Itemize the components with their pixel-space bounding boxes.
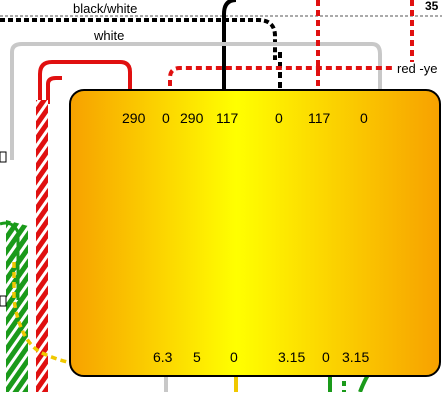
- top-pin-value: 290: [122, 110, 146, 126]
- black-wire: [222, 0, 237, 92]
- top-pin-value: 117: [216, 110, 239, 126]
- white-wire: [10, 42, 382, 160]
- terminal-square-1: [0, 151, 7, 163]
- top-pin-value: 0: [275, 110, 283, 126]
- component-body: [69, 89, 441, 377]
- red-dashed-wire: [168, 66, 394, 96]
- bottom-pin-value: 5: [193, 349, 201, 365]
- red-wire-2: [46, 76, 62, 104]
- green-wire-curl: [0, 221, 20, 300]
- green-harness: [6, 220, 28, 392]
- terminal-square-2: [0, 295, 7, 307]
- bottom-pin-value: 3.15: [278, 349, 306, 365]
- top-pin-value: 117: [308, 110, 331, 126]
- bottom-pin-value: 0: [322, 349, 330, 365]
- bottom-pin-value: 3.15: [342, 349, 370, 365]
- black-white-wire: [0, 18, 277, 60]
- corner-label: 35: [425, 0, 439, 13]
- bottom-pin-value: 0: [230, 349, 238, 365]
- top-pin-value: 0: [360, 110, 368, 126]
- top-pin-value: 290: [180, 110, 204, 126]
- top-pin-value: 0: [162, 110, 170, 126]
- wire-label-black-white: black/white: [73, 1, 138, 16]
- red-wire-1: [38, 60, 132, 100]
- wire-label-red-yellow: red -ye: [396, 61, 439, 76]
- wire-label-white: white: [94, 28, 125, 43]
- red-harness: [36, 100, 48, 392]
- bottom-pin-value: 6.3: [153, 349, 173, 365]
